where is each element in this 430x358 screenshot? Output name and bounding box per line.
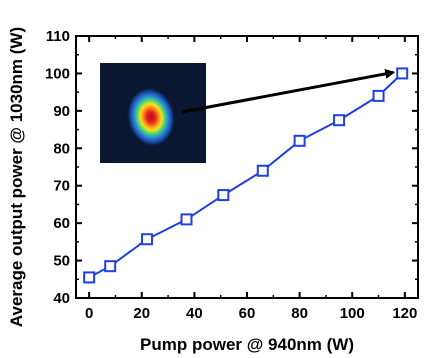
x-axis: 0 20 40 60 80 100 120 xyxy=(85,36,417,322)
data-point xyxy=(217,189,230,202)
y-tick-label: 60 xyxy=(53,215,70,232)
y-axis: 40 50 60 70 80 90 100 110 xyxy=(45,28,418,307)
y-tick-label: 110 xyxy=(46,28,70,45)
data-point xyxy=(396,67,409,80)
data-point xyxy=(372,89,385,102)
y-tick-label: 70 xyxy=(53,178,70,195)
data-point xyxy=(293,134,306,147)
annotation-arrow xyxy=(181,68,396,114)
x-axis-title: Pump power @ 940nm (W) xyxy=(140,335,354,354)
data-point xyxy=(104,260,117,273)
x-tick-label: 100 xyxy=(340,305,365,322)
y-tick-label: 100 xyxy=(45,65,70,82)
y-tick-label: 90 xyxy=(53,103,70,120)
x-tick-label: 120 xyxy=(392,305,417,322)
beam-profile-inset xyxy=(100,63,206,163)
series-line xyxy=(88,72,403,279)
beam-profile-icon xyxy=(126,87,176,147)
series-layer xyxy=(83,67,409,284)
data-point xyxy=(256,164,269,177)
y-axis-title: Average output power @ 1030nm (W) xyxy=(7,27,26,327)
y-tick-label: 50 xyxy=(53,253,70,270)
x-tick-label: 40 xyxy=(186,305,203,322)
x-tick-label: 0 xyxy=(85,305,93,322)
y-tick-label: 80 xyxy=(53,140,70,157)
x-tick-label: 80 xyxy=(291,305,308,322)
data-point xyxy=(333,114,346,127)
data-point xyxy=(180,213,193,226)
x-tick-label: 20 xyxy=(133,305,150,322)
data-point xyxy=(83,271,96,284)
data-point xyxy=(141,233,154,246)
y-tick-label: 40 xyxy=(53,290,70,307)
x-tick-label: 60 xyxy=(239,305,256,322)
